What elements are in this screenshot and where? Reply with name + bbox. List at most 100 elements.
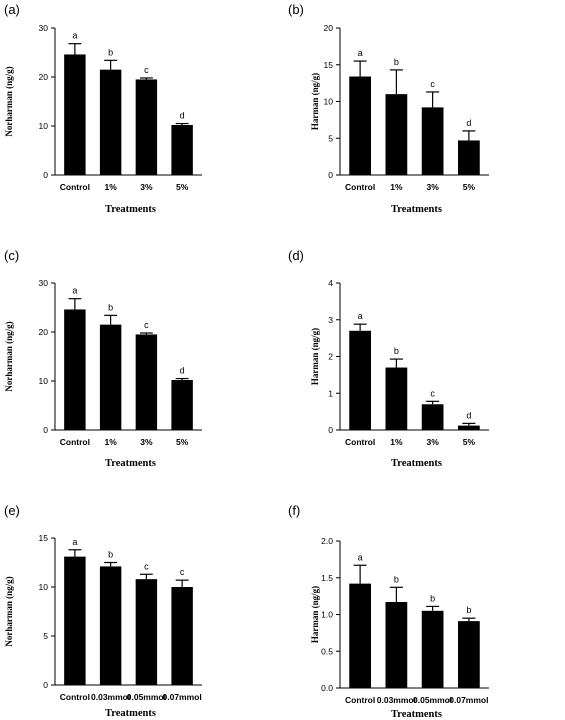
significance-letter: c bbox=[180, 567, 185, 577]
x-tick-label: 1% bbox=[104, 182, 117, 192]
x-tick-label: 0.05mmol bbox=[413, 695, 452, 705]
bar bbox=[385, 94, 408, 175]
y-tick-label: 30 bbox=[39, 23, 49, 33]
significance-letter: b bbox=[430, 593, 435, 603]
y-tick-label: 10 bbox=[324, 97, 334, 107]
significance-letter: a bbox=[358, 48, 363, 58]
y-tick-label: 15 bbox=[39, 533, 49, 543]
chart-panel: (b) 0 5 10 15 20 Harman (ng/g) a Control b 1% c 3% d 5… bbox=[288, 2, 489, 215]
bar bbox=[135, 579, 158, 685]
chart-panel: (a) 0 10 20 30 Norharman (ng/g) a Control b 1% c 3%… bbox=[4, 2, 202, 215]
x-tick-label: Control bbox=[60, 182, 90, 192]
panel-label: (b) bbox=[288, 2, 304, 17]
bar bbox=[458, 621, 480, 688]
x-tick-label: 3% bbox=[426, 182, 439, 192]
x-tick-label: 3% bbox=[426, 437, 439, 447]
y-tick-label: 0 bbox=[43, 680, 48, 690]
y-tick-label: 5 bbox=[43, 631, 48, 641]
significance-letter: c bbox=[144, 561, 149, 571]
significance-letter: b bbox=[108, 550, 113, 560]
x-axis-title: Treatments bbox=[105, 458, 156, 469]
y-tick-label: 3 bbox=[328, 315, 333, 325]
bar bbox=[64, 556, 86, 685]
significance-letter: b bbox=[394, 574, 399, 584]
significance-letter: c bbox=[430, 388, 435, 398]
significance-letter: b bbox=[466, 605, 471, 615]
y-tick-label: 4 bbox=[328, 278, 333, 288]
chart-panel: (f) 0.0 0.5 1.0 1.5 2.0 Harman (ng/g) a Control b… bbox=[288, 503, 489, 720]
significance-letter: a bbox=[72, 31, 77, 41]
bar bbox=[64, 54, 86, 175]
y-tick-label: 0 bbox=[328, 425, 333, 435]
significance-letter: a bbox=[358, 311, 363, 321]
significance-letter: c bbox=[430, 79, 435, 89]
x-tick-label: 0.07mmol bbox=[449, 695, 488, 705]
y-tick-label: 2 bbox=[328, 352, 333, 362]
bar bbox=[421, 610, 444, 688]
bar bbox=[385, 602, 408, 688]
panel-label: (d) bbox=[288, 248, 304, 263]
x-tick-label: 5% bbox=[463, 182, 476, 192]
panel-label: (a) bbox=[4, 2, 20, 17]
x-tick-label: 0.07mmol bbox=[163, 692, 202, 702]
y-tick-label: 2.0 bbox=[321, 536, 333, 546]
chart-panel: (d) 0 1 2 3 4 Harman (ng/g) a Control b 1% c 3% d 5% Tr… bbox=[288, 248, 489, 469]
y-axis-title: Harman (ng/g) bbox=[310, 73, 320, 130]
x-tick-label: 0.05mmol bbox=[127, 692, 166, 702]
significance-letter: d bbox=[180, 366, 185, 376]
y-axis-title: Harman (ng/g) bbox=[310, 586, 320, 643]
bar bbox=[135, 334, 158, 430]
x-tick-label: 1% bbox=[104, 437, 117, 447]
bar bbox=[458, 425, 480, 430]
x-axis-title: Treatments bbox=[391, 709, 442, 720]
bar bbox=[99, 69, 122, 175]
y-tick-label: 20 bbox=[324, 23, 334, 33]
x-tick-label: 0.03mmol bbox=[91, 692, 130, 702]
significance-letter: b bbox=[108, 302, 113, 312]
significance-letter: b bbox=[394, 57, 399, 67]
y-axis-title: Norharman (ng/g) bbox=[4, 321, 14, 391]
bar bbox=[421, 404, 444, 430]
x-tick-label: Control bbox=[345, 437, 375, 447]
y-tick-label: 20 bbox=[39, 72, 49, 82]
y-tick-label: 10 bbox=[39, 121, 49, 131]
y-tick-label: 1.0 bbox=[321, 610, 333, 620]
significance-letter: d bbox=[466, 118, 471, 128]
x-axis-title: Treatments bbox=[391, 204, 442, 215]
significance-letter: a bbox=[358, 552, 363, 562]
significance-letter: a bbox=[72, 286, 77, 296]
bar bbox=[385, 367, 408, 430]
y-axis-title: Norharman (ng/g) bbox=[4, 66, 14, 136]
bar bbox=[349, 583, 371, 688]
y-tick-label: 20 bbox=[39, 327, 49, 337]
chart-panel: (e) 0 5 10 15 Norharman (ng/g) a Control b 0.03mm… bbox=[4, 503, 202, 719]
y-axis-title: Harman (ng/g) bbox=[310, 328, 320, 385]
x-tick-label: 0.03mmol bbox=[377, 695, 416, 705]
bar bbox=[135, 79, 158, 175]
panel-label: (c) bbox=[4, 248, 19, 263]
x-tick-label: 3% bbox=[140, 182, 153, 192]
x-tick-label: Control bbox=[345, 182, 375, 192]
y-tick-label: 5 bbox=[328, 133, 333, 143]
x-tick-label: 5% bbox=[176, 437, 189, 447]
significance-letter: a bbox=[72, 537, 77, 547]
significance-letter: c bbox=[144, 320, 149, 330]
bar bbox=[99, 324, 122, 430]
y-tick-label: 0 bbox=[328, 170, 333, 180]
chart-panel: (c) 0 10 20 30 Norharman (ng/g) a Control b 1% c 3%… bbox=[4, 248, 202, 469]
significance-letter: b bbox=[394, 346, 399, 356]
bar bbox=[458, 140, 480, 175]
y-tick-label: 1 bbox=[328, 388, 333, 398]
bar bbox=[421, 107, 444, 175]
x-axis-title: Treatments bbox=[105, 708, 156, 719]
significance-letter: d bbox=[466, 410, 471, 420]
y-tick-label: 0 bbox=[43, 425, 48, 435]
bar bbox=[99, 566, 122, 685]
significance-letter: b bbox=[108, 47, 113, 57]
x-tick-label: 5% bbox=[463, 437, 476, 447]
bar bbox=[171, 587, 193, 685]
y-tick-label: 0.5 bbox=[321, 646, 333, 656]
bar bbox=[349, 76, 371, 175]
significance-letter: c bbox=[144, 65, 149, 75]
